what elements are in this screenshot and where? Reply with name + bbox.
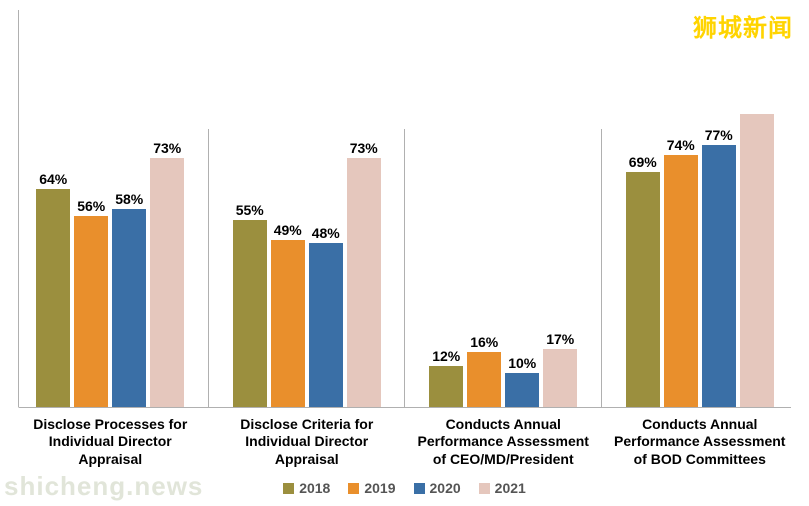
bar [112,209,146,406]
bar-label: 74% [667,137,695,153]
bar-label: 73% [153,140,181,156]
bar-wrap-0-3: 73% [150,10,184,407]
bar-label: 69% [629,154,657,170]
legend-item-2019: 2019 [348,480,395,496]
x-axis: Disclose Processes for Individual Direct… [18,407,791,469]
bar [233,220,267,407]
bar [626,172,660,407]
bar-group-1: 55% 49% 48% 73% [216,10,399,407]
bar-wrap-1-3: 73% [347,10,381,407]
bar-wrap-3-1: 74% [664,10,698,407]
bar-label: 49% [274,222,302,238]
bar-label: 55% [236,202,264,218]
bar [467,352,501,406]
x-axis-label: Conducts Annual Performance Assessment o… [609,408,792,469]
legend-label: 2020 [430,480,461,496]
bar [347,158,381,406]
plot-area: 64% 56% 58% 73% 55% 49% [18,10,791,407]
legend-item-2020: 2020 [414,480,461,496]
bar [74,216,108,406]
bar-wrap-2-0: 12% [429,10,463,407]
bar-wrap-3-0: 69% [626,10,660,407]
bar-label: 56% [77,198,105,214]
bar-wrap-2-1: 16% [467,10,501,407]
legend-swatch [348,483,359,494]
bar-label: 16% [470,334,498,350]
bar [702,145,736,407]
legend-swatch [479,483,490,494]
bar-label: 17% [546,331,574,347]
legend-label: 2018 [299,480,330,496]
bar [309,243,343,406]
bar [429,366,463,407]
legend-label: 2019 [364,480,395,496]
bar-label: 48% [312,225,340,241]
bar-wrap-0-0: 64% [36,10,70,407]
bar-label: 73% [350,140,378,156]
bar [150,158,184,406]
x-axis-label: Conducts Annual Performance Assessment o… [412,408,595,469]
bar [505,373,539,407]
bar-group-2: 12% 16% 10% 17% [412,10,595,407]
bar-label: 10% [508,355,536,371]
bar-chart: 64% 56% 58% 73% 55% 49% [0,0,809,506]
bar [740,114,774,406]
watermark-bottom-left: shicheng.news [4,471,203,502]
bar-label: 12% [432,348,460,364]
bar-wrap-1-2: 48% [309,10,343,407]
bar-wrap-2-3: 17% [543,10,577,407]
legend-swatch [283,483,294,494]
x-axis-label: Disclose Processes for Individual Direct… [19,408,202,469]
bar-label: 77% [705,127,733,143]
bar-wrap-0-2: 58% [112,10,146,407]
bar-wrap-3-2: 77% [702,10,736,407]
group-divider [601,129,602,407]
bar-wrap-2-2: 10% [505,10,539,407]
bar-wrap-3-3 [740,10,774,407]
bar-wrap-1-0: 55% [233,10,267,407]
legend-item-2018: 2018 [283,480,330,496]
bar-group-3: 69% 74% 77% [609,10,792,407]
group-divider [208,129,209,407]
bar [36,189,70,407]
bar [543,349,577,407]
bar-label: 64% [39,171,67,187]
bar-label: 58% [115,191,143,207]
bar [271,240,305,407]
legend-item-2021: 2021 [479,480,526,496]
legend-swatch [414,483,425,494]
x-axis-label: Disclose Criteria for Individual Directo… [216,408,399,469]
watermark-top-right: 狮城新闻 [693,8,793,43]
bar [664,155,698,407]
bar-group-0: 64% 56% 58% 73% [19,10,202,407]
bar-wrap-1-1: 49% [271,10,305,407]
legend-label: 2021 [495,480,526,496]
group-divider [404,129,405,407]
bar-wrap-0-1: 56% [74,10,108,407]
